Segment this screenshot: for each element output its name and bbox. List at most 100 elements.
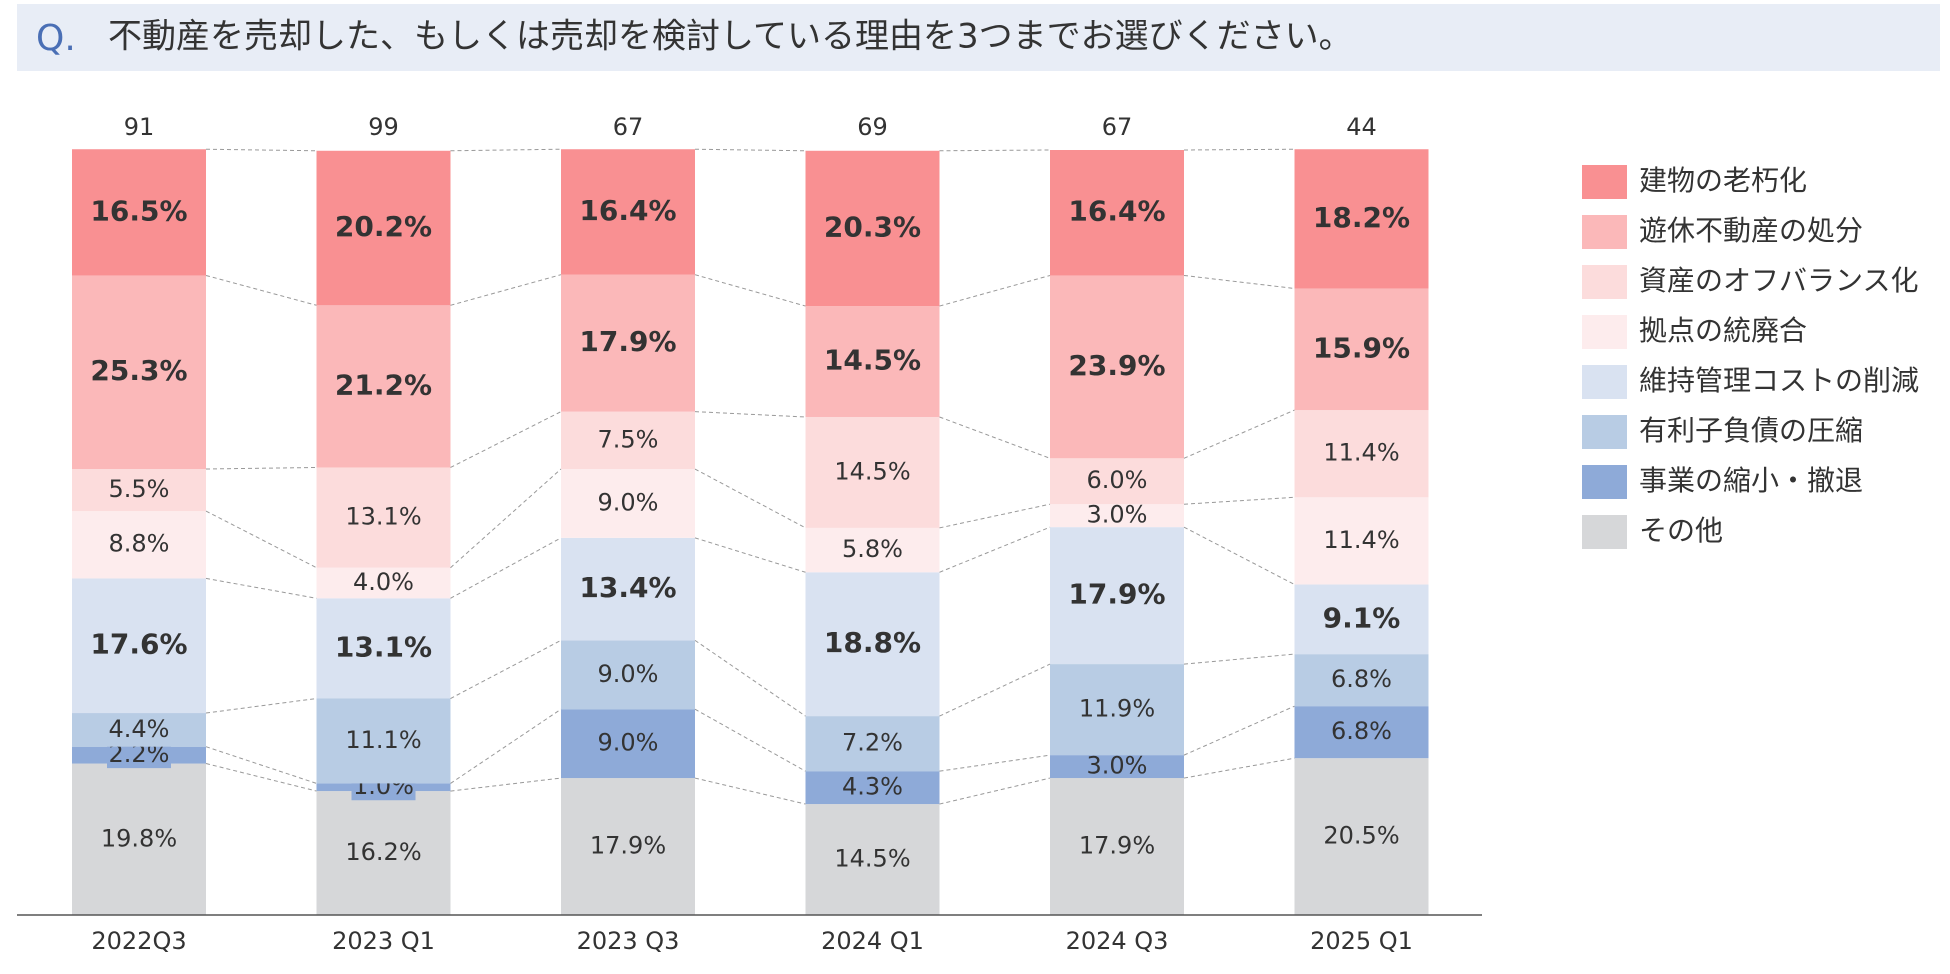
connector-line — [450, 274, 562, 306]
x-tick-label: 2022Q3 — [91, 927, 186, 955]
data-label: 3.0% — [1087, 501, 1148, 529]
data-label: 17.9% — [590, 832, 666, 860]
connector-line — [1183, 705, 1295, 756]
bar-segment — [561, 274, 695, 412]
data-label: 9.0% — [598, 729, 659, 757]
legend-swatch — [1582, 215, 1627, 249]
data-label: 17.6% — [90, 628, 187, 661]
data-label: 25.3% — [90, 354, 187, 387]
data-label: 18.2% — [1313, 201, 1410, 234]
legend-swatch — [1582, 415, 1627, 449]
count-label: 67 — [1102, 113, 1133, 141]
data-label: 9.1% — [1323, 601, 1401, 634]
bar-segment — [805, 527, 940, 573]
connector-line — [205, 577, 317, 599]
data-label: 4.3% — [842, 773, 903, 801]
connector-line — [694, 708, 806, 772]
connector-line — [1183, 526, 1295, 585]
connector-line — [939, 663, 1051, 717]
connector-line — [1183, 757, 1295, 779]
connector-line — [1183, 653, 1295, 665]
connector-line — [205, 698, 317, 714]
data-label: 11.9% — [1079, 695, 1155, 723]
bar-segment — [1050, 458, 1184, 505]
legend-label: 遊休不動産の処分 — [1639, 214, 1863, 247]
data-label: 20.3% — [824, 210, 921, 243]
legend-label: 建物の老朽化 — [1639, 164, 1807, 197]
connector-line — [450, 468, 562, 569]
legend-label: 有利子負債の圧縮 — [1639, 414, 1863, 447]
bar-segment — [805, 804, 940, 915]
data-label: 8.8% — [109, 530, 170, 558]
data-label: 17.9% — [1079, 832, 1155, 860]
bar-segment — [1050, 755, 1184, 779]
header-band — [17, 4, 1940, 71]
connector-line — [1183, 496, 1295, 505]
bar-segment — [72, 275, 206, 470]
data-label: 13.4% — [579, 571, 676, 604]
data-label: 16.2% — [345, 838, 421, 866]
bar-segment — [1294, 410, 1429, 498]
bar-segment — [561, 411, 695, 470]
bar-segment — [805, 771, 940, 805]
bar-segment — [72, 713, 206, 747]
legend-label: 拠点の統廃合 — [1639, 314, 1807, 347]
connector-line — [205, 746, 317, 784]
connector-line — [450, 708, 562, 784]
bar-segment — [316, 467, 451, 568]
bar-segment — [561, 149, 695, 275]
bar-segment — [1294, 497, 1429, 585]
bar-segment — [1050, 275, 1184, 459]
connector-line — [205, 274, 317, 306]
bar-segment — [1294, 654, 1429, 707]
count-label: 67 — [613, 113, 644, 141]
bar-segment — [805, 306, 940, 417]
data-label: 5.8% — [842, 535, 903, 563]
bar-segment — [316, 567, 451, 599]
legend-swatch — [1582, 465, 1627, 499]
data-label: 17.9% — [1068, 578, 1165, 611]
connector-line — [205, 148, 317, 152]
legend-label: 資産のオフバランス化 — [1639, 264, 1918, 297]
data-label: 13.1% — [335, 630, 432, 663]
legend-label: その他 — [1639, 514, 1723, 547]
connector-line — [939, 754, 1051, 772]
x-tick-label: 2023 Q3 — [577, 927, 680, 955]
bar-segment — [316, 305, 451, 468]
data-label: 13.1% — [345, 503, 421, 531]
connector-line — [205, 510, 317, 569]
connector-line — [694, 274, 806, 307]
bar-segment — [1050, 664, 1184, 756]
connector-line — [939, 526, 1051, 573]
data-label: 16.5% — [90, 194, 187, 227]
connector-line — [939, 149, 1051, 152]
bar-segment — [1294, 149, 1429, 289]
bar-segment — [1294, 758, 1429, 915]
count-label: 99 — [368, 113, 399, 141]
data-label: 4.0% — [353, 568, 414, 596]
connector-line — [694, 468, 806, 529]
connector-line — [1183, 148, 1295, 151]
data-label: 18.8% — [824, 626, 921, 659]
connector-line — [694, 148, 806, 152]
chart-title: 不動産を売却した、もしくは売却を検討している理由を3つまでお選びください。 — [108, 17, 1353, 57]
bar-segment — [805, 416, 940, 528]
data-label: 11.1% — [345, 726, 421, 754]
bar-segment — [1050, 504, 1184, 528]
connector-line — [450, 148, 562, 152]
data-label: 20.2% — [335, 210, 432, 243]
data-label: 6.8% — [1331, 717, 1392, 745]
bar-segment — [1050, 778, 1184, 915]
data-label: 14.5% — [834, 845, 910, 873]
connector-line — [450, 777, 562, 792]
connector-line — [694, 777, 806, 805]
x-tick-label: 2023 Q1 — [332, 927, 435, 955]
bar-segment — [561, 469, 695, 538]
bar-segment — [561, 640, 695, 710]
data-label: 7.5% — [598, 425, 659, 453]
bar-segment — [1294, 584, 1429, 655]
data-label: 20.5% — [1323, 822, 1399, 850]
connector-line — [939, 503, 1051, 529]
bar-segment — [805, 150, 940, 307]
